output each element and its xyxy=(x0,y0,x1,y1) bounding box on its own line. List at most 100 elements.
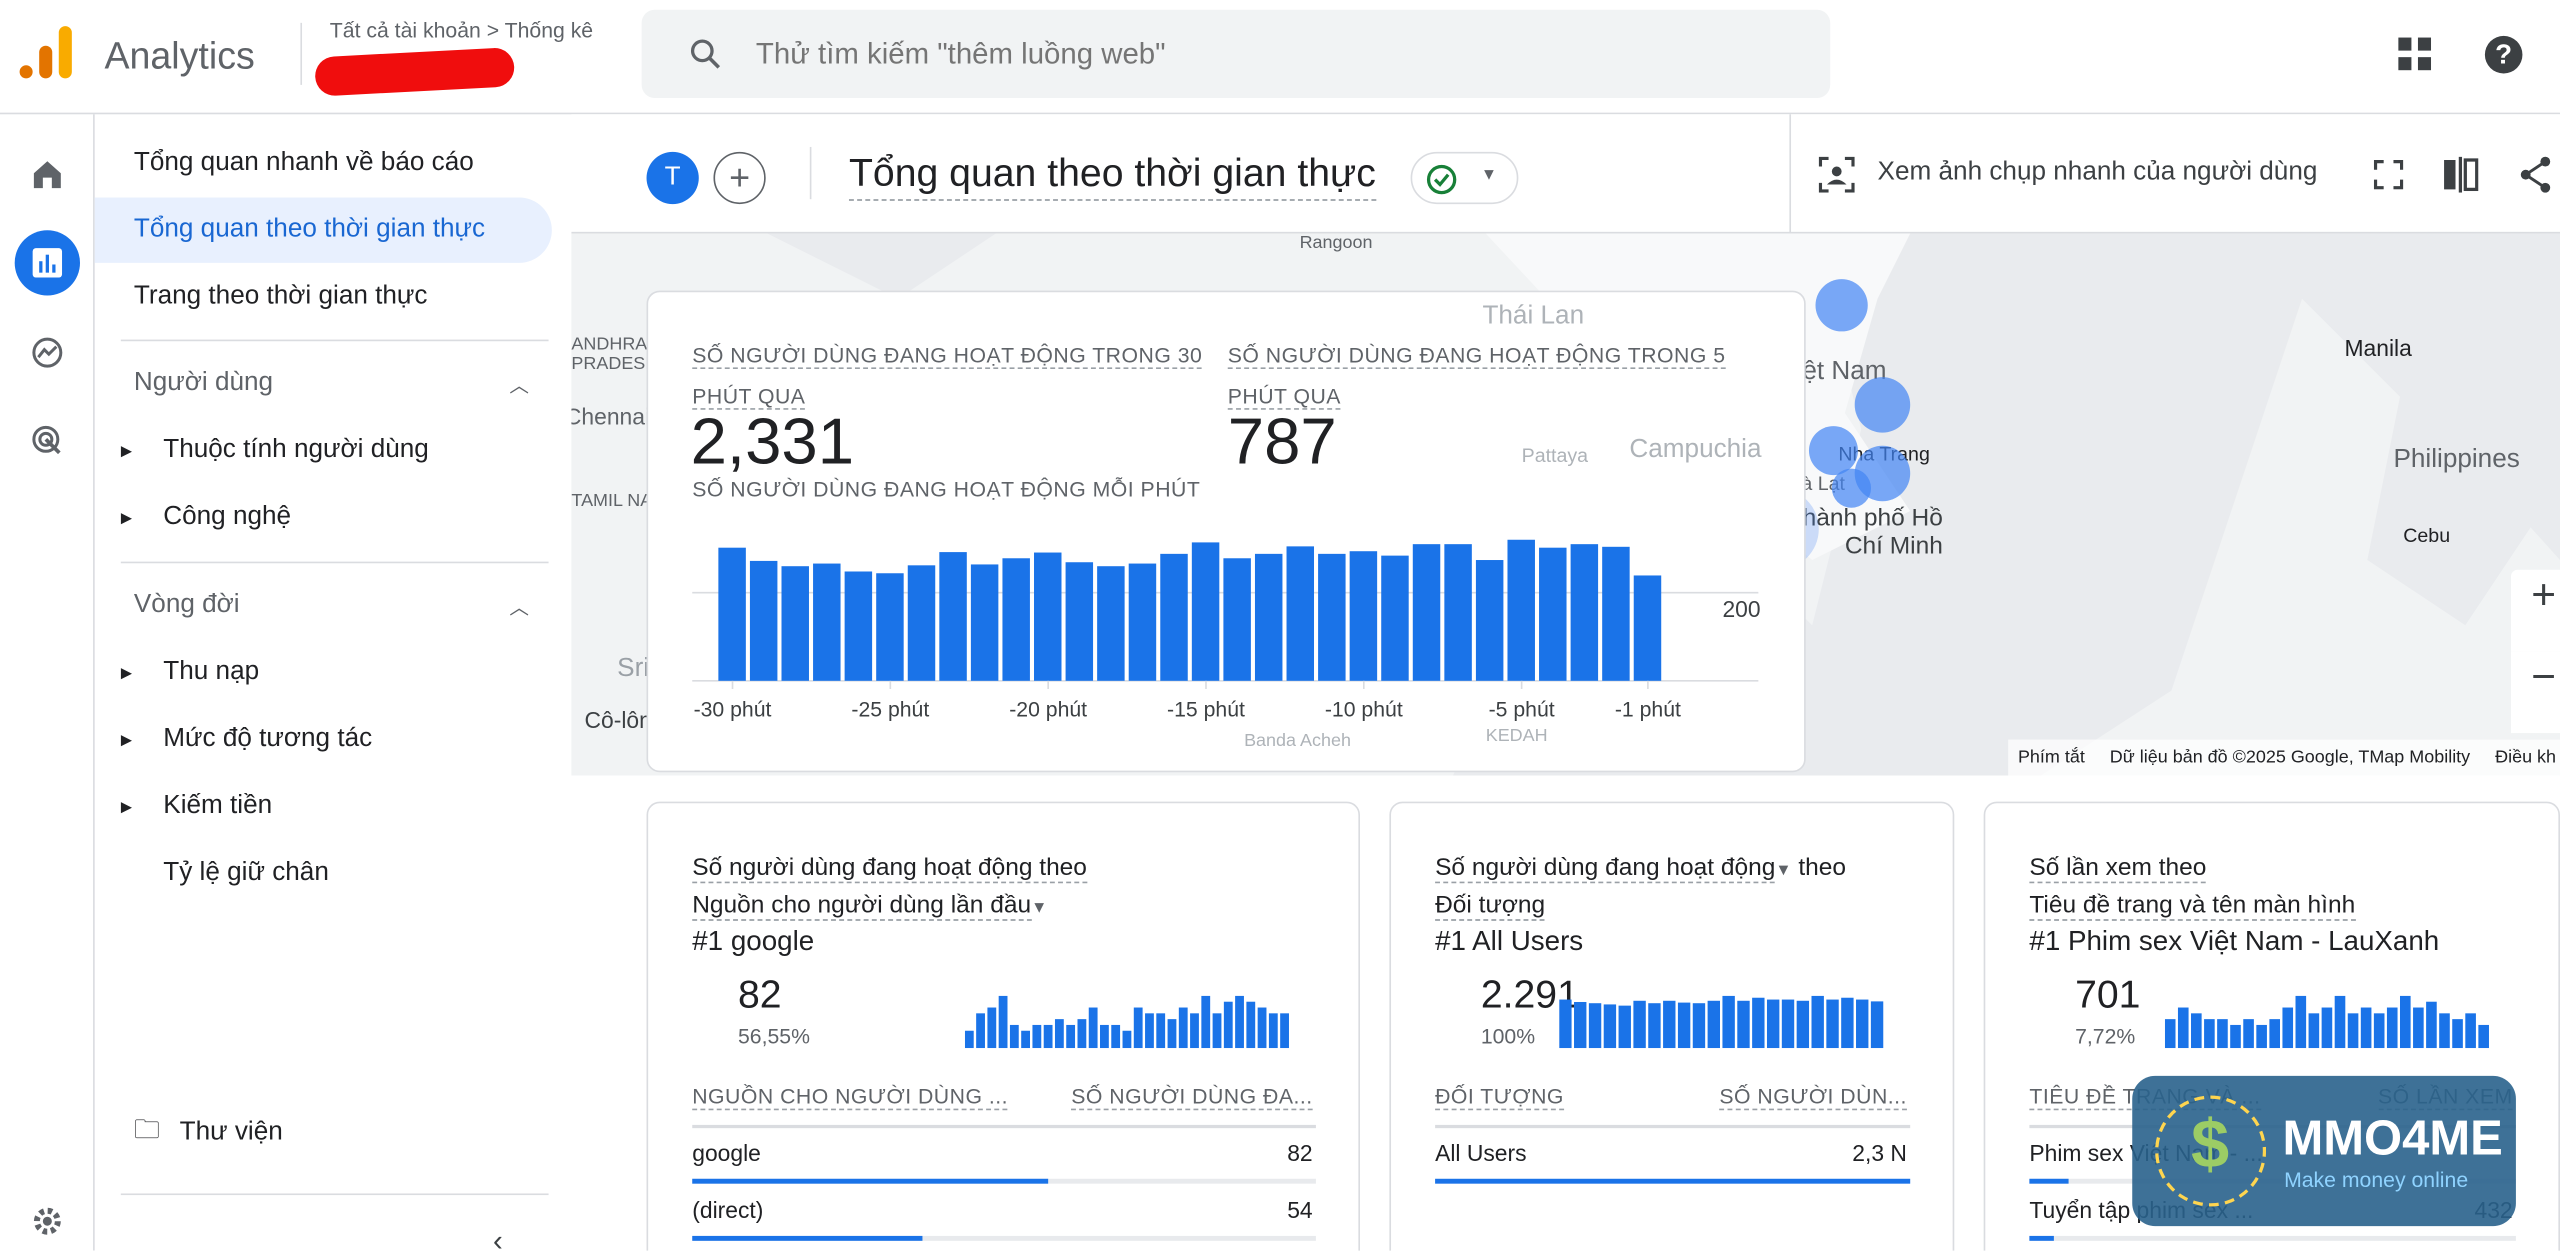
avatar[interactable]: T xyxy=(646,151,699,205)
help-icon[interactable]: ? xyxy=(2484,35,2523,74)
bar[interactable] xyxy=(939,552,967,681)
terms-link[interactable]: Điều kh xyxy=(2495,747,2557,768)
per-minute-bar-chart[interactable]: 200 -30 phút -25 phút -20 phút -15 phút -10 p… xyxy=(648,504,1807,733)
sidebar-item-tech[interactable]: ▶ Công nghệ xyxy=(95,485,552,550)
map-bubble[interactable] xyxy=(1831,468,1872,508)
card-title-theo: theo xyxy=(1798,853,1846,882)
app-title: Analytics xyxy=(104,34,255,77)
keyboard-shortcuts-link[interactable]: Phím tắt xyxy=(2017,747,2085,768)
spark-bar xyxy=(1133,1007,1143,1049)
column-header[interactable]: ĐỐI TƯỢNG xyxy=(1435,1084,1564,1111)
fullscreen-icon[interactable] xyxy=(2373,159,2404,190)
bar[interactable] xyxy=(1160,553,1188,681)
spark-bar xyxy=(1722,995,1735,1049)
analytics-logo[interactable] xyxy=(19,26,72,82)
search-bar[interactable] xyxy=(641,9,1831,98)
bar[interactable] xyxy=(1633,575,1662,681)
sidebar-item-realtime-pages[interactable]: Trang theo thời gian thực xyxy=(95,264,552,329)
bar[interactable] xyxy=(907,565,936,681)
zoom-in-button[interactable]: + xyxy=(2511,569,2560,652)
bar[interactable] xyxy=(1097,566,1125,681)
collapse-sidebar-icon[interactable]: ‹ xyxy=(493,1224,503,1251)
bar[interactable] xyxy=(1570,544,1599,681)
gear-icon[interactable] xyxy=(15,1189,80,1251)
top-value: 82 xyxy=(737,973,782,1018)
apps-grid-icon[interactable] xyxy=(2397,36,2433,72)
spark-bar xyxy=(1633,1000,1646,1049)
bar[interactable] xyxy=(1381,555,1409,681)
bar-chart-icon[interactable] xyxy=(14,230,80,296)
bar[interactable] xyxy=(1034,552,1062,681)
bar[interactable] xyxy=(813,563,841,681)
sidebar-item-realtime-overview[interactable]: Tổng quan theo thời gian thực xyxy=(94,197,552,263)
bar[interactable] xyxy=(844,571,873,681)
bar[interactable] xyxy=(1002,558,1030,681)
spark-bar xyxy=(2204,1019,2215,1049)
bar[interactable] xyxy=(1507,539,1535,681)
bar[interactable] xyxy=(1349,551,1378,681)
bar[interactable] xyxy=(749,560,778,681)
sidebar-item-retention[interactable]: Tỷ lệ giữ chân xyxy=(95,841,552,906)
bar[interactable] xyxy=(1191,542,1220,681)
bar[interactable] xyxy=(1254,553,1283,681)
map-bubble[interactable] xyxy=(1808,426,1858,476)
status-dropdown[interactable]: ▼ xyxy=(1410,151,1519,205)
user-snapshot-button[interactable]: Xem ảnh chụp nhanh của người dùng xyxy=(1877,158,2318,187)
spark-bar xyxy=(2478,1024,2489,1049)
sidebar-item-user-attributes[interactable]: ▶ Thuộc tính người dùng xyxy=(95,418,552,483)
dropdown-caret-icon[interactable]: ▼ xyxy=(1775,862,1792,880)
add-comparison-icon[interactable]: + xyxy=(713,151,766,205)
bar[interactable] xyxy=(1223,558,1251,681)
bar[interactable] xyxy=(1602,546,1630,681)
sidebar-group-label: Người dùng xyxy=(133,368,274,397)
bar[interactable] xyxy=(1539,547,1567,681)
map-bubble[interactable] xyxy=(1815,279,1868,332)
bar[interactable] xyxy=(781,566,809,681)
bar[interactable] xyxy=(1412,544,1441,681)
bar[interactable] xyxy=(1286,546,1315,681)
user-snapshot-icon[interactable] xyxy=(1818,156,1855,193)
advertising-icon[interactable] xyxy=(15,408,80,473)
bar[interactable] xyxy=(970,564,999,681)
sparkline-chart xyxy=(1559,995,1884,1049)
sidebar-item-engagement[interactable]: ▶ Mức độ tương tác xyxy=(95,707,552,772)
spark-bar xyxy=(1246,1001,1256,1049)
divider xyxy=(300,22,303,85)
sidebar-group-lifecycle[interactable]: Vòng đời ︿ xyxy=(95,573,552,638)
column-header[interactable]: SỐ NGƯỜI DÙN... xyxy=(1719,1084,1907,1111)
zoom-out-button[interactable]: − xyxy=(2511,651,2560,734)
bar[interactable] xyxy=(718,547,746,681)
spark-bar xyxy=(1235,995,1244,1049)
check-circle-icon xyxy=(1426,164,1457,195)
dimension-selector[interactable]: Tiêu đề trang và tên màn hình xyxy=(2029,891,2356,921)
breadcrumb[interactable]: Tất cả tài khoản > Thống kê xyxy=(329,17,594,43)
spark-bar xyxy=(2308,1013,2320,1049)
home-icon[interactable] xyxy=(15,142,80,207)
row-share-track xyxy=(692,1178,1316,1184)
sidebar-item-reports-snapshot[interactable]: Tổng quan nhanh về báo cáo xyxy=(95,131,552,196)
sidebar-item-library[interactable]: 🗀 Thư viện xyxy=(95,1100,552,1165)
share-icon[interactable] xyxy=(2518,155,2554,194)
dimension-selector[interactable]: Nguồn cho người dùng lần đầu xyxy=(692,891,1032,921)
bar[interactable] xyxy=(1318,553,1346,681)
sidebar-item-acquisition[interactable]: ▶ Thu nạp xyxy=(95,640,552,705)
sidebar-item-monetization[interactable]: ▶ Kiếm tiền xyxy=(95,774,552,839)
spark-bar xyxy=(1603,1004,1617,1049)
column-header[interactable]: NGUỒN CHO NGƯỜI DÙNG ... xyxy=(692,1084,1009,1111)
column-header[interactable]: SỐ NGƯỜI DÙNG ĐA... xyxy=(1071,1084,1313,1111)
sidebar-group-users[interactable]: Người dùng ︿ xyxy=(95,351,552,416)
compare-icon[interactable] xyxy=(2442,156,2479,193)
bar[interactable] xyxy=(876,573,904,681)
search-input[interactable] xyxy=(755,9,1801,98)
dropdown-caret-icon[interactable]: ▼ xyxy=(1031,899,1048,918)
explore-icon[interactable] xyxy=(15,320,80,385)
bar[interactable] xyxy=(1065,562,1094,681)
bar[interactable] xyxy=(1128,563,1157,681)
x-tick-label: -5 phút xyxy=(1489,699,1555,722)
dimension-selector[interactable]: Đối tượng xyxy=(1435,891,1546,921)
map-bubble[interactable] xyxy=(1854,377,1911,433)
x-tick-label: -1 phút xyxy=(1615,699,1681,722)
bar[interactable] xyxy=(1444,544,1472,681)
bar[interactable] xyxy=(1475,560,1504,681)
sidebar-item-label: Mức độ tương tác xyxy=(163,724,373,753)
